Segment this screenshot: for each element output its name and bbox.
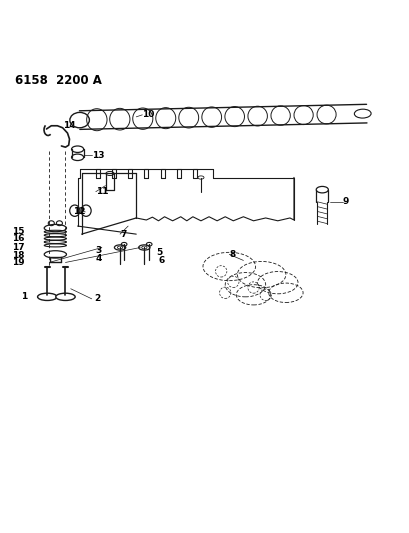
Text: 6158  2200 A: 6158 2200 A: [15, 75, 101, 87]
Text: 5: 5: [156, 248, 162, 257]
Text: 15: 15: [13, 227, 25, 236]
Text: 7: 7: [120, 230, 126, 239]
Text: 13: 13: [92, 151, 104, 160]
Ellipse shape: [38, 293, 57, 301]
Text: 18: 18: [13, 251, 25, 260]
Text: 9: 9: [342, 197, 348, 206]
Text: 14: 14: [63, 121, 76, 130]
Text: 19: 19: [12, 258, 25, 267]
Text: 16: 16: [13, 233, 25, 243]
Text: 8: 8: [229, 250, 235, 259]
Text: 3: 3: [95, 246, 101, 255]
Text: 2: 2: [94, 294, 100, 303]
Text: 6: 6: [158, 256, 164, 265]
Text: 12: 12: [73, 207, 85, 216]
Text: 17: 17: [12, 243, 25, 252]
Text: 10: 10: [142, 110, 154, 119]
Text: 11: 11: [96, 187, 108, 196]
Text: 1: 1: [21, 292, 27, 301]
Ellipse shape: [56, 293, 75, 301]
Text: 4: 4: [95, 254, 101, 263]
